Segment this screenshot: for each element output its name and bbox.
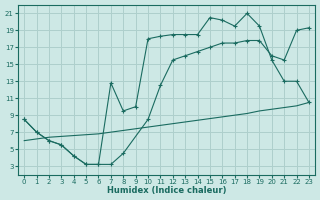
X-axis label: Humidex (Indice chaleur): Humidex (Indice chaleur) <box>107 186 226 195</box>
